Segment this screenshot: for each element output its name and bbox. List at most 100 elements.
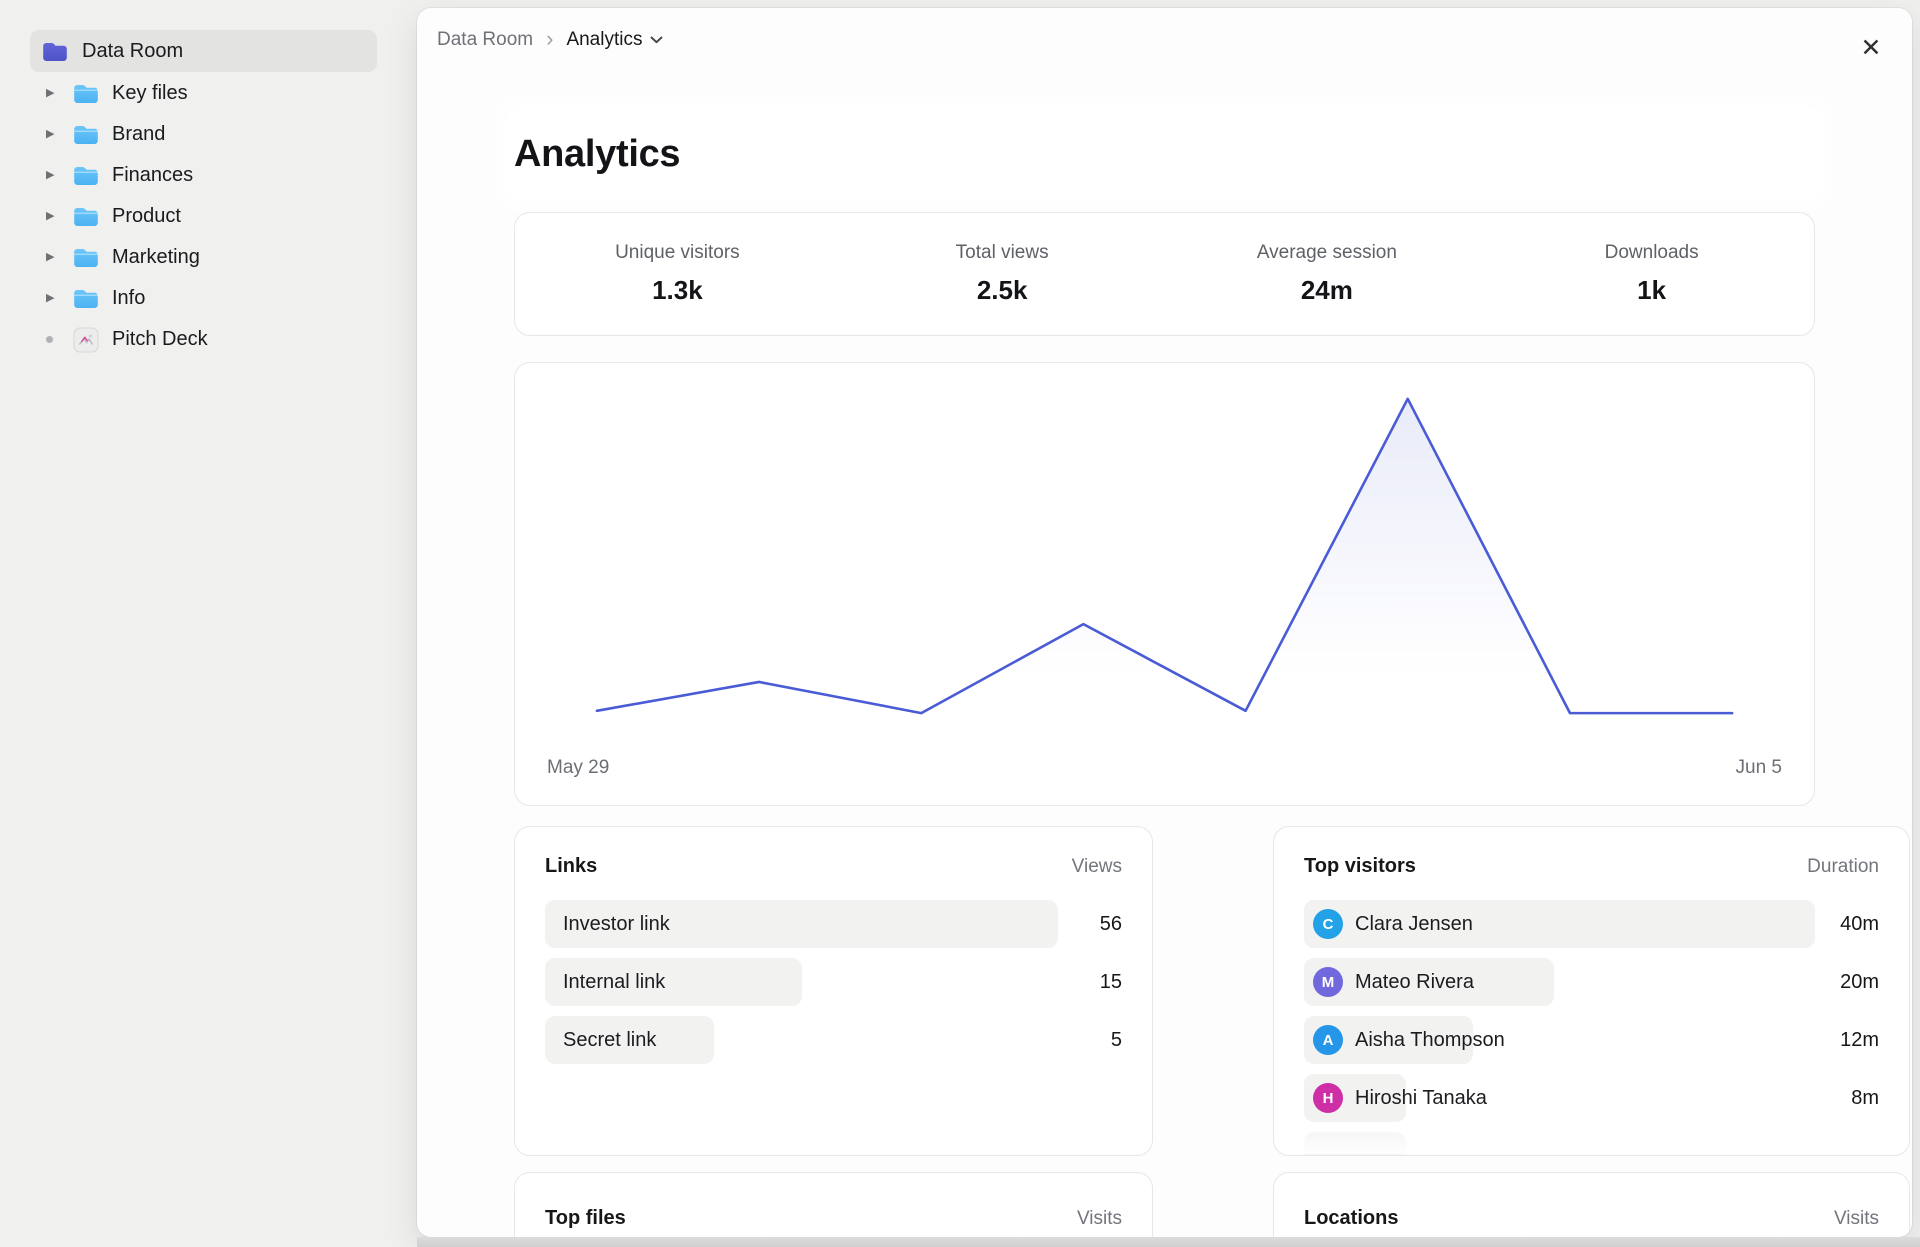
breadcrumb-current-dropdown[interactable]: Analytics [566, 29, 663, 51]
link-row: Investor link 56 [545, 900, 1122, 948]
folder-icon [73, 206, 99, 227]
visitor-name: Hiroshi Tanaka [1355, 1086, 1487, 1109]
link-views-value: 5 [1110, 1028, 1122, 1051]
folder-icon [73, 83, 99, 104]
folder-icon [73, 288, 99, 309]
links-value-header: Views [1071, 855, 1122, 877]
sidebar-item-brand[interactable]: ▶ Brand [30, 114, 377, 155]
link-investor[interactable]: Investor link [545, 900, 1058, 948]
avatar: C [1313, 909, 1343, 939]
sidebar-item-label: Pitch Deck [112, 328, 208, 350]
breadcrumb-parent[interactable]: Data Room [437, 29, 534, 50]
visitor-row: H Hiroshi Tanaka 8m [1304, 1074, 1879, 1122]
sidebar-item-info[interactable]: ▶ Info [30, 278, 377, 319]
page-title: Analytics [514, 132, 681, 175]
visitor-clara-jensen[interactable]: C Clara Jensen [1304, 900, 1815, 948]
locations-card: Locations Visits [1273, 1172, 1910, 1237]
locations-header: Locations Visits [1304, 1207, 1879, 1230]
visitor-name: Clara Jensen [1355, 912, 1473, 935]
stat-value: 1.3k [652, 275, 703, 305]
visitors-title: Top visitors [1304, 855, 1416, 877]
sidebar-item-data-room[interactable]: Data Room [30, 30, 377, 72]
links-title: Links [545, 855, 598, 877]
sidebar-item-label: Info [112, 287, 146, 309]
breadcrumb-separator-icon: › [546, 26, 554, 51]
folder-icon [73, 124, 99, 145]
disclosure-triangle-icon[interactable]: ▶ [46, 292, 55, 304]
stat-label: Downloads [1604, 242, 1699, 263]
top-files-title: Top files [545, 1207, 626, 1229]
visitor-hiroshi-tanaka[interactable]: H Hiroshi Tanaka [1304, 1074, 1487, 1122]
visitor-row-clipped [1304, 1132, 1879, 1155]
sidebar-item-label: Key files [112, 82, 188, 104]
visitor-name: Aisha Thompson [1355, 1028, 1505, 1051]
sidebar-item-label: Marketing [112, 246, 200, 268]
disclosure-triangle-icon[interactable]: ▶ [46, 169, 55, 181]
stat-downloads: Downloads 1k [1489, 213, 1814, 335]
folder-icon [73, 247, 99, 268]
document-thumbnail-icon [73, 327, 99, 353]
stats-card: Unique visitors 1.3k Total views 2.5k Av… [514, 212, 1815, 336]
top-files-header: Top files Visits [545, 1207, 1122, 1230]
link-row: Internal link 15 [545, 958, 1122, 1006]
link-views-value: 56 [1099, 912, 1122, 935]
stat-unique-visitors: Unique visitors 1.3k [515, 213, 840, 335]
avatar: H [1313, 1083, 1343, 1113]
stat-label: Unique visitors [615, 242, 740, 263]
x-axis-start-label: May 29 [547, 757, 610, 778]
disclosure-triangle-icon[interactable]: ▶ [46, 128, 55, 140]
bottom-scroll-strip[interactable] [417, 1237, 1920, 1247]
sidebar-item-pitch-deck[interactable]: Pitch Deck [30, 319, 377, 360]
visitors-card-header: Top visitors Duration [1304, 855, 1879, 878]
visitor-duration-value: 40m [1840, 912, 1879, 935]
stat-value: 2.5k [976, 275, 1028, 305]
visitor-name: Mateo Rivera [1355, 970, 1474, 993]
visitor-aisha-thompson[interactable]: A Aisha Thompson [1304, 1016, 1505, 1064]
x-axis-end-label: Jun 5 [1735, 757, 1782, 778]
stat-total-views: Total views 2.5k [840, 213, 1165, 335]
sidebar-item-label: Product [112, 205, 181, 227]
visitor-duration-value: 12m [1840, 1028, 1879, 1051]
disclosure-triangle-icon[interactable]: ▶ [46, 210, 55, 222]
stat-label: Total views [955, 242, 1049, 263]
link-internal[interactable]: Internal link [545, 958, 802, 1006]
stat-value: 24m [1300, 275, 1353, 305]
visitor-duration-value: 8m [1851, 1086, 1879, 1109]
locations-value-header: Visits [1833, 1207, 1879, 1229]
visitor-row: C Clara Jensen 40m [1304, 900, 1879, 948]
top-files-value-header: Visits [1076, 1207, 1122, 1229]
sidebar: Data Room ▶ Key files ▶ Brand ▶ Finances… [0, 0, 417, 1247]
analytics-panel: Data Room › Analytics ✕ Analytics Unique… [417, 8, 1912, 1237]
disclosure-triangle-icon[interactable]: ▶ [46, 87, 55, 99]
sidebar-item-label: Data Room [82, 39, 184, 62]
breadcrumb-current-label: Analytics [566, 29, 643, 50]
sidebar-item-key-files[interactable]: ▶ Key files [30, 73, 377, 114]
visitor-duration-value: 20m [1840, 970, 1879, 993]
disclosure-triangle-icon[interactable]: ▶ [46, 251, 55, 263]
link-secret[interactable]: Secret link [545, 1016, 715, 1064]
sidebar-item-label: Finances [112, 164, 194, 186]
visitors-value-header: Duration [1807, 855, 1879, 877]
stat-average-session: Average session 24m [1165, 213, 1490, 335]
close-icon[interactable]: ✕ [1860, 32, 1882, 62]
visitor-row: M Mateo Rivera 20m [1304, 958, 1879, 1006]
line-chart [595, 397, 1734, 723]
data-room-folder-icon [42, 41, 68, 62]
folder-icon [73, 165, 99, 186]
link-row: Secret link 5 [545, 1016, 1122, 1064]
chart-x-axis-labels: May 29 Jun 5 [547, 757, 1782, 779]
visitor-clipped [1304, 1132, 1407, 1155]
visitor-row: A Aisha Thompson 12m [1304, 1016, 1879, 1064]
bullet-dot-icon [46, 336, 62, 343]
avatar: M [1313, 967, 1343, 997]
sidebar-item-product[interactable]: ▶ Product [30, 196, 377, 237]
visits-line-chart-card: May 29 Jun 5 [514, 362, 1815, 806]
visitor-mateo-rivera[interactable]: M Mateo Rivera [1304, 958, 1555, 1006]
sidebar-item-finances[interactable]: ▶ Finances [30, 155, 377, 196]
sidebar-item-marketing[interactable]: ▶ Marketing [30, 237, 377, 278]
links-card-header: Links Views [545, 855, 1122, 878]
chart-line [595, 397, 1734, 715]
top-visitors-card: Top visitors Duration C Clara Jensen 40m… [1273, 826, 1910, 1156]
chevron-down-icon [651, 36, 663, 44]
links-card: Links Views Investor link 56 Internal li… [514, 826, 1153, 1156]
